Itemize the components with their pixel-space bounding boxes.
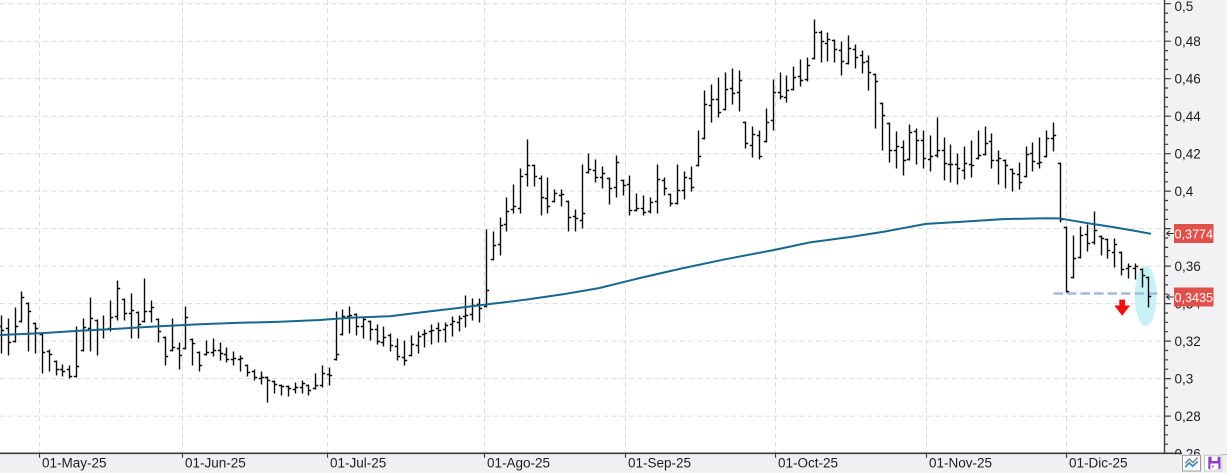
svg-text:01-Oct-25: 01-Oct-25 <box>778 456 838 471</box>
svg-text:0,36: 0,36 <box>1175 259 1201 274</box>
svg-text:01-Jun-25: 01-Jun-25 <box>185 456 246 471</box>
svg-text:01-Ago-25: 01-Ago-25 <box>487 456 550 471</box>
svg-text:0,46: 0,46 <box>1175 72 1201 87</box>
svg-text:0,44: 0,44 <box>1175 109 1202 124</box>
svg-text:0,3435: 0,3435 <box>1175 291 1214 305</box>
svg-text:01-May-25: 01-May-25 <box>42 456 107 471</box>
svg-text:0,3774: 0,3774 <box>1175 227 1214 241</box>
svg-text:0,28: 0,28 <box>1175 409 1201 424</box>
svg-text:0,32: 0,32 <box>1175 334 1201 349</box>
svg-text:0,3: 0,3 <box>1175 371 1194 386</box>
svg-text:0,42: 0,42 <box>1175 147 1201 162</box>
svg-text:01-Dic-25: 01-Dic-25 <box>1069 456 1128 471</box>
svg-text:01-Sep-25: 01-Sep-25 <box>628 456 691 471</box>
svg-text:01-Jul-25: 01-Jul-25 <box>330 456 386 471</box>
svg-text:0,5: 0,5 <box>1175 0 1194 14</box>
svg-text:0,48: 0,48 <box>1175 34 1201 49</box>
svg-text:01-Nov-25: 01-Nov-25 <box>929 456 992 471</box>
svg-text:0,4: 0,4 <box>1175 184 1194 199</box>
